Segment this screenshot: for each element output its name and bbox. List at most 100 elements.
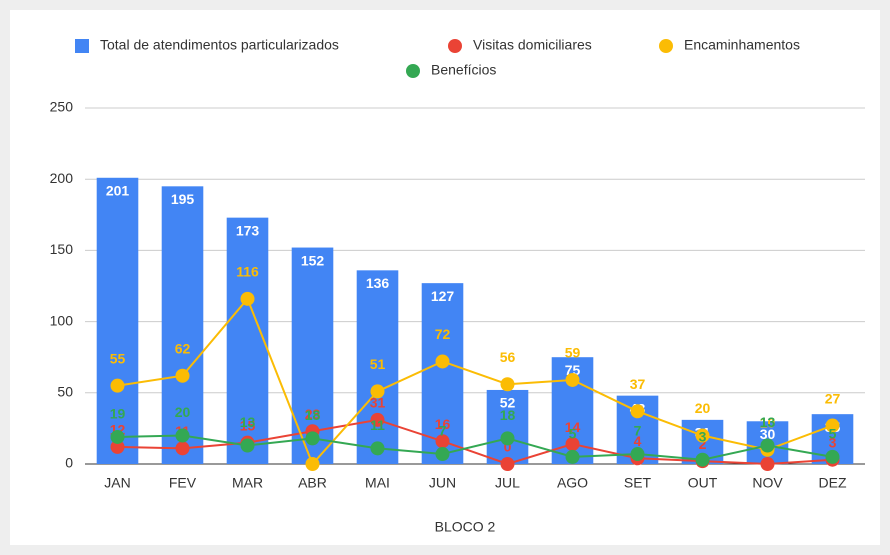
point xyxy=(565,449,580,464)
line xyxy=(117,434,833,461)
point-label: 19 xyxy=(110,406,126,422)
point-label: 14 xyxy=(565,419,581,435)
x-tick-label: DEZ xyxy=(819,475,847,491)
point-label: 59 xyxy=(565,345,581,361)
legend-label: Benefícios xyxy=(431,62,496,78)
point xyxy=(175,441,190,456)
point xyxy=(370,441,385,456)
point xyxy=(175,368,190,383)
point-label: 13 xyxy=(240,414,256,430)
legend-label: Encaminhamentos xyxy=(684,37,800,53)
x-tick-label: JUL xyxy=(495,475,520,491)
x-tick-label: JUN xyxy=(429,475,456,491)
bar-label: 75 xyxy=(565,362,581,378)
x-tick-label: NOV xyxy=(752,475,783,491)
line xyxy=(117,296,833,466)
point xyxy=(240,291,255,306)
y-tick-label: 50 xyxy=(57,384,73,400)
x-tick-label: MAR xyxy=(232,475,263,491)
point xyxy=(565,372,580,387)
point-label: 51 xyxy=(370,356,386,372)
point-label: 20 xyxy=(175,404,191,420)
point xyxy=(110,439,125,454)
bar xyxy=(226,217,269,464)
x-tick-label: AGO xyxy=(557,475,588,491)
legend-label: Visitas domiciliares xyxy=(473,37,592,53)
point xyxy=(760,438,775,453)
x-tick-label: JAN xyxy=(104,475,130,491)
point-label: 23 xyxy=(305,406,321,422)
bar-label: 127 xyxy=(431,288,455,304)
point-label: 27 xyxy=(825,390,841,406)
bar xyxy=(356,270,399,464)
point-label: 55 xyxy=(110,350,126,366)
point-label: 31 xyxy=(370,395,386,411)
point-label: 15 xyxy=(240,417,256,433)
point xyxy=(630,447,645,462)
point xyxy=(825,449,840,464)
x-tick-label: ABR xyxy=(298,475,327,491)
point-label: 116 xyxy=(236,264,259,280)
point-label: 5 xyxy=(829,426,837,442)
x-tick-label: FEV xyxy=(169,475,197,491)
point xyxy=(370,412,385,427)
point xyxy=(305,431,320,446)
point xyxy=(760,457,775,471)
bar-label: 173 xyxy=(236,222,260,238)
x-tick-label: SET xyxy=(624,475,652,491)
legend-swatch xyxy=(659,39,673,53)
point-label: 5 xyxy=(569,426,577,442)
point-label: 4 xyxy=(634,433,642,449)
legend-swatch xyxy=(406,64,420,78)
point-label: 18 xyxy=(500,407,516,423)
x-axis-title: BLOCO 2 xyxy=(435,519,496,535)
point xyxy=(695,428,710,443)
x-tick-label: MAI xyxy=(365,475,390,491)
point xyxy=(435,434,450,449)
bar-label: 30 xyxy=(760,426,776,442)
point-label: 11 xyxy=(370,417,385,433)
point xyxy=(240,438,255,453)
point-label: 18 xyxy=(305,407,321,423)
point xyxy=(175,428,190,443)
y-tick-label: 150 xyxy=(50,241,74,257)
bar xyxy=(486,389,529,464)
point-label: 62 xyxy=(175,340,191,356)
point-label: 20 xyxy=(695,400,711,416)
point-label: 0 xyxy=(504,439,512,455)
point-label: 7 xyxy=(634,423,642,439)
point xyxy=(500,457,515,471)
point xyxy=(500,377,515,392)
y-tick-label: 0 xyxy=(65,455,73,471)
bar-label: 52 xyxy=(500,395,516,411)
point xyxy=(370,384,385,399)
point-label: 13 xyxy=(760,414,776,430)
point xyxy=(825,418,840,433)
point xyxy=(305,457,320,471)
y-tick-label: 250 xyxy=(50,99,74,115)
bar xyxy=(421,283,464,464)
point xyxy=(110,378,125,393)
bar xyxy=(161,186,204,464)
point-label: 72 xyxy=(435,326,451,342)
chart-background xyxy=(10,10,880,545)
y-tick-label: 200 xyxy=(50,170,74,186)
point-label: 56 xyxy=(500,349,516,365)
point-label: 10 xyxy=(760,414,776,430)
bar-label: 136 xyxy=(366,275,390,291)
legend-swatch xyxy=(75,39,89,53)
point-label: 3 xyxy=(829,434,837,450)
bar-label: 152 xyxy=(301,252,325,268)
bar-label: 195 xyxy=(171,191,195,207)
bar xyxy=(96,177,139,464)
point xyxy=(435,447,450,462)
point-label: 37 xyxy=(630,376,646,392)
point-label: 7 xyxy=(439,423,447,439)
y-tick-label: 100 xyxy=(50,312,74,328)
point xyxy=(565,437,580,452)
point xyxy=(500,431,515,446)
legend-label: Total de atendimentos particularizados xyxy=(100,37,339,53)
point-label: 16 xyxy=(435,416,451,432)
point xyxy=(110,429,125,444)
